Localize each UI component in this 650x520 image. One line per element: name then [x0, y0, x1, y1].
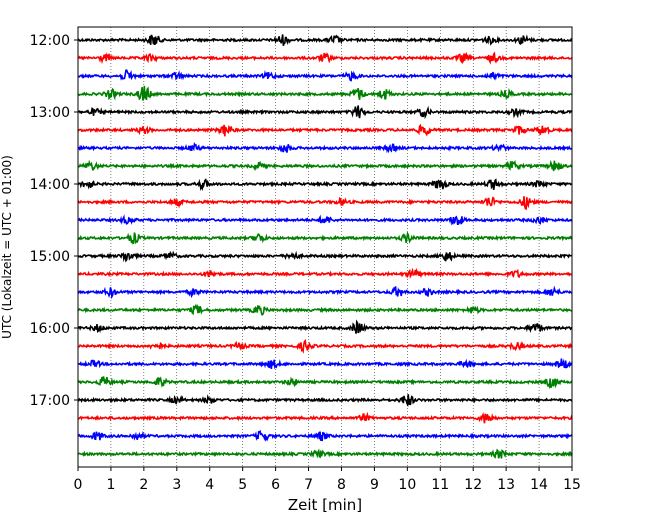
x-tick-label: 12 — [464, 477, 482, 493]
y-tick-label: 12:00 — [30, 33, 70, 49]
x-tick-label: 8 — [337, 477, 346, 493]
x-tick-label: 14 — [530, 477, 548, 493]
trace-line — [77, 85, 573, 101]
y-tick-label: 13:00 — [30, 105, 70, 121]
trace-line — [78, 303, 573, 317]
trace-line — [77, 285, 573, 300]
trace-line — [77, 394, 573, 408]
trace-line — [77, 429, 573, 442]
trace-line — [77, 338, 573, 354]
x-axis-label: Zeit [min] — [288, 496, 362, 514]
trace-line — [77, 105, 573, 120]
trace-line — [77, 159, 573, 172]
trace-line — [77, 141, 573, 154]
x-tick-label: 15 — [563, 477, 581, 493]
x-tick-label: 3 — [172, 477, 181, 493]
y-axis-label: UTC (Lokalzeit = UTC + 01:00) — [0, 155, 14, 339]
x-tick-label: 9 — [370, 477, 379, 493]
x-tick-label: 10 — [398, 477, 416, 493]
x-tick-label: 6 — [271, 477, 280, 493]
trace-line — [77, 411, 573, 424]
x-tick-label: 0 — [74, 477, 83, 493]
grid-lines — [110, 27, 540, 467]
trace-line — [77, 230, 573, 245]
trace-line — [77, 358, 573, 370]
x-tick-label: 4 — [205, 477, 214, 493]
y-tick-label: 16:00 — [30, 321, 70, 337]
y-axis-ticks: 12:00 13:00 14:00 15:00 16:00 17:00 — [30, 33, 78, 409]
x-tick-label: 2 — [139, 477, 148, 493]
trace-line — [77, 123, 573, 137]
y-tick-label: 15:00 — [30, 249, 70, 265]
trace-line — [77, 319, 573, 334]
trace-line — [77, 51, 573, 65]
plot-frame — [77, 26, 573, 468]
trace-line — [77, 267, 573, 279]
trace-line — [77, 448, 573, 459]
x-tick-label: 7 — [304, 477, 313, 493]
x-tick-label: 1 — [106, 477, 115, 493]
trace-line — [77, 34, 573, 47]
y-tick-label: 17:00 — [30, 393, 70, 409]
y-tick-label: 14:00 — [30, 177, 70, 193]
x-axis-ticks: 0 1 2 3 4 5 6 7 8 9 10 11 12 13 14 15 — [74, 467, 581, 493]
x-tick-label: 5 — [238, 477, 247, 493]
trace-line — [77, 196, 573, 211]
trace-lines — [77, 34, 573, 459]
trace-line — [77, 69, 573, 82]
x-tick-label: 11 — [431, 477, 449, 493]
trace-line — [77, 214, 573, 226]
x-tick-label: 13 — [497, 477, 515, 493]
trace-line — [77, 178, 573, 192]
trace-line — [77, 376, 573, 390]
trace-line — [77, 250, 573, 263]
